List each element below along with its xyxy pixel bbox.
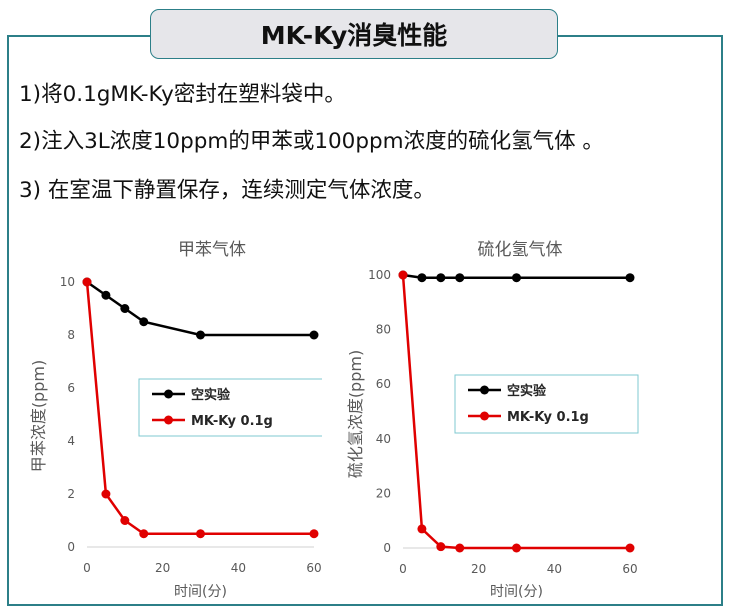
- data-point: [120, 304, 130, 313]
- series-line: [401, 274, 630, 550]
- data-point: [101, 489, 111, 499]
- data-point: [512, 543, 521, 553]
- legend-swatch-marker: [480, 385, 489, 395]
- y-axis-label: 甲苯浓度(ppm): [29, 360, 48, 472]
- x-tick-label: 20: [471, 562, 486, 576]
- toluene-chart: 甲苯气体 0 2 4 6 8 10 0 20 40 60 时间(分) 甲苯浓度(ppm) 空实验 MK-Ky…: [29, 240, 322, 600]
- data-point: [455, 543, 465, 553]
- legend-swatch-marker: [164, 389, 173, 399]
- y-tick-label: 10: [60, 275, 75, 289]
- y-tick-label: 8: [67, 328, 75, 342]
- y-tick-label: 0: [383, 541, 391, 555]
- step-2-text: 2)注入3L浓度10ppm的甲苯或100ppm浓度的硫化氢气体 。: [19, 129, 604, 154]
- data-point: [196, 330, 205, 340]
- data-point: [417, 273, 427, 283]
- data-point: [139, 317, 149, 327]
- x-axis-label: 时间(分): [174, 584, 227, 600]
- legend-label: MK-Ky 0.1g: [507, 410, 589, 425]
- y-tick-label: 4: [67, 434, 75, 448]
- data-point: [436, 542, 446, 552]
- y-tick-label: 60: [376, 377, 391, 391]
- x-tick-label: 60: [622, 562, 637, 576]
- y-tick-label: 80: [376, 323, 391, 337]
- chart-title: 硫化氢气体: [478, 240, 563, 260]
- legend-label: 空实验: [507, 383, 547, 399]
- x-tick-label: 60: [306, 561, 321, 575]
- legend-swatch-marker: [480, 411, 489, 421]
- step-3-text: 3) 在室温下静置保存，连续测定气体浓度。: [19, 178, 435, 203]
- data-point: [417, 524, 427, 534]
- data-point: [309, 330, 319, 340]
- h2s-chart: 硫化氢气体 0 20 40 60 80 100 0 20 40 60 时间(分) 硫化氢浓度(ppm) 空…: [346, 240, 639, 600]
- series-line: [85, 281, 314, 535]
- x-tick-label: 40: [547, 562, 562, 576]
- y-tick-label: 20: [376, 486, 391, 500]
- x-axis-label: 时间(分): [490, 584, 543, 600]
- data-point: [512, 273, 521, 283]
- data-point: [625, 273, 635, 283]
- x-tick-label: 0: [83, 561, 91, 575]
- y-tick-label: 40: [376, 432, 391, 446]
- legend-box: [454, 374, 639, 434]
- data-point: [398, 270, 408, 280]
- x-tick-label: 0: [399, 562, 407, 576]
- data-point: [101, 290, 111, 300]
- step-1-text: 1)将0.1gMK-Ky密封在塑料袋中。: [19, 82, 346, 107]
- legend-box: [138, 378, 322, 437]
- x-tick-label: 40: [231, 561, 246, 575]
- page-title: MK-Ky消臭性能: [150, 9, 558, 59]
- data-point: [436, 273, 446, 283]
- data-point: [139, 529, 149, 539]
- x-tick-label: 20: [155, 561, 170, 575]
- legend-swatch-marker: [164, 415, 173, 425]
- y-tick-label: 0: [67, 540, 75, 554]
- content-frame: [7, 35, 723, 606]
- legend-label: 空实验: [191, 387, 231, 403]
- data-point: [196, 529, 205, 539]
- data-point: [82, 277, 92, 287]
- legend-label: MK-Ky 0.1g: [191, 414, 273, 429]
- data-point: [625, 543, 635, 553]
- chart-title: 甲苯气体: [178, 240, 246, 260]
- y-tick-label: 100: [368, 268, 391, 282]
- data-point: [120, 516, 130, 525]
- y-tick-label: 2: [67, 487, 75, 501]
- y-axis-label: 硫化氢浓度(ppm): [346, 350, 365, 478]
- y-tick-label: 6: [67, 381, 75, 395]
- data-point: [309, 529, 319, 539]
- data-point: [455, 273, 465, 283]
